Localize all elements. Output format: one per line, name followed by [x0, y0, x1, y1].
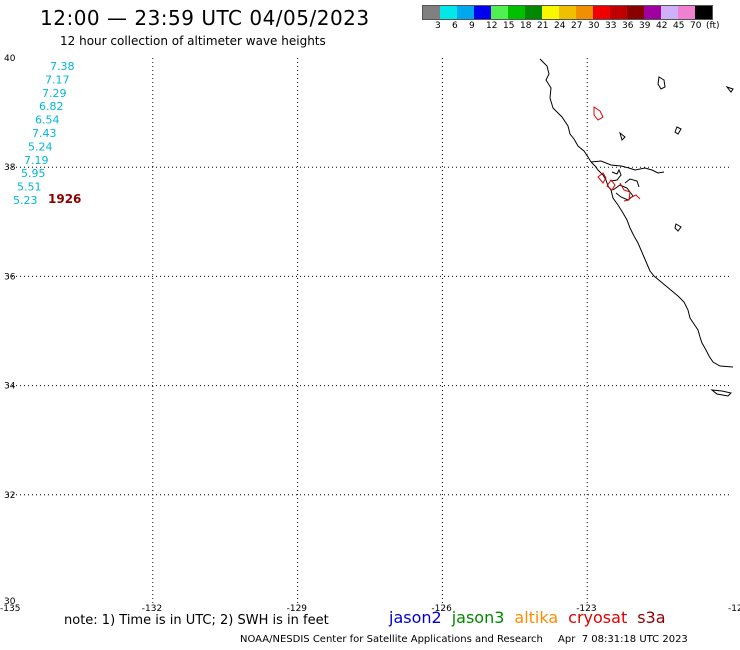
legend-color-swatch — [457, 6, 474, 19]
legend-label: (ft) — [706, 21, 720, 31]
legend-label: 3 — [435, 21, 441, 31]
legend-color-swatch — [474, 6, 491, 19]
chart-subtitle: 12 hour collection of altimeter wave hei… — [60, 34, 326, 48]
credit-line: NOAA/NESDIS Center for Satellite Applica… — [240, 634, 688, 645]
wave-height-observations: 7.387.177.296.826.547.435.247.195.955.51… — [13, 60, 75, 207]
satellite-name: jason3 — [451, 608, 505, 627]
legend-label: 18 — [520, 21, 532, 31]
longitude-tick-label: -123 — [576, 604, 596, 614]
legend-color-swatch — [508, 6, 525, 19]
legend-label: 27 — [571, 21, 583, 31]
legend-label: 30 — [588, 21, 600, 31]
legend-color-swatch — [576, 6, 593, 19]
wave-height-value: 7.17 — [45, 73, 70, 86]
latitude-tick-label: 34 — [4, 382, 16, 392]
longitude-tick-label: -120 — [728, 604, 740, 614]
legend-label: 21 — [537, 21, 549, 31]
wave-height-legend-labels: 3 6 9 12 15 18 21 24 27 30 33 36 39 42 45 70 (ft) — [422, 21, 740, 33]
longitude-tick-label: -129 — [287, 604, 308, 614]
legend-label: 36 — [622, 21, 634, 31]
latitude-tick-label: 32 — [4, 491, 15, 501]
legend-color-swatch — [644, 6, 661, 19]
latitude-tick-label: 38 — [4, 163, 16, 173]
legend-color-swatch — [440, 6, 457, 19]
satellite-legend: jason2 jason3 altika cryosat s3a — [389, 608, 666, 627]
legend-color-swatch — [593, 6, 610, 19]
satellite-name: s3a — [637, 608, 666, 627]
wave-height-value: 6.82 — [39, 100, 64, 113]
wave-height-value: 7.29 — [42, 87, 67, 100]
legend-label: 45 — [673, 21, 685, 31]
legend-label: 39 — [639, 21, 651, 31]
wave-height-value: 6.54 — [35, 114, 60, 127]
map-gridlines — [8, 58, 732, 604]
latitude-tick-label: 36 — [4, 272, 16, 282]
legend-color-swatch — [627, 6, 644, 19]
legend-color-swatch — [423, 6, 440, 19]
legend-label: 33 — [605, 21, 617, 31]
legend-color-swatch — [610, 6, 627, 19]
wave-height-value: 7.38 — [50, 60, 75, 73]
units-note: note: 1) Time is in UTC; 2) SWH is in fe… — [64, 613, 329, 628]
legend-label: 12 — [486, 21, 498, 31]
legend-color-swatch — [559, 6, 576, 19]
california-coastline — [539, 58, 734, 397]
legend-color-swatch — [661, 6, 678, 19]
legend-label: 42 — [656, 21, 668, 31]
latitude-tick-label: 40 — [4, 54, 16, 64]
legend-color-swatch — [678, 6, 695, 19]
axis-tick-labels: -135 -132 -129 -126 -123 -120 40 38 36 34 32 30 — [0, 54, 740, 614]
credit-text: NOAA/NESDIS Center for Satellite Applica… — [240, 634, 543, 645]
legend-label: 6 — [452, 21, 458, 31]
satellite-name: jason2 — [389, 608, 442, 627]
longitude-tick-label: -135 — [0, 604, 20, 614]
satellite-name: altika — [514, 608, 559, 627]
legend-color-swatch — [542, 6, 559, 19]
satellite-name: cryosat — [568, 608, 628, 627]
legend-color-swatch — [491, 6, 508, 19]
observation-time-label: 1926 — [48, 192, 81, 206]
longitude-tick-label: -132 — [142, 604, 162, 614]
latitude-tick-label: 30 — [4, 597, 16, 607]
wave-height-value: 5.51 — [17, 181, 42, 194]
wave-height-color-legend — [422, 5, 713, 20]
legend-color-swatch — [525, 6, 542, 19]
legend-label: 15 — [503, 21, 515, 31]
wave-height-value: 5.24 — [28, 140, 53, 153]
wave-height-value: 5.95 — [21, 167, 46, 180]
wave-height-value: 7.19 — [24, 154, 49, 167]
state-boundaries — [593, 106, 641, 202]
wave-height-value: 5.23 — [13, 194, 38, 207]
legend-label: 70 — [690, 21, 702, 31]
legend-color-swatch — [695, 6, 712, 19]
legend-label: 9 — [469, 21, 475, 31]
generated-timestamp: Apr 7 08:31:18 UTC 2023 — [558, 634, 688, 645]
wave-height-value: 7.43 — [32, 127, 57, 140]
legend-label: 24 — [554, 21, 566, 31]
chart-title: 12:00 — 23:59 UTC 04/05/2023 — [40, 6, 370, 30]
longitude-tick-label: -126 — [431, 604, 452, 614]
